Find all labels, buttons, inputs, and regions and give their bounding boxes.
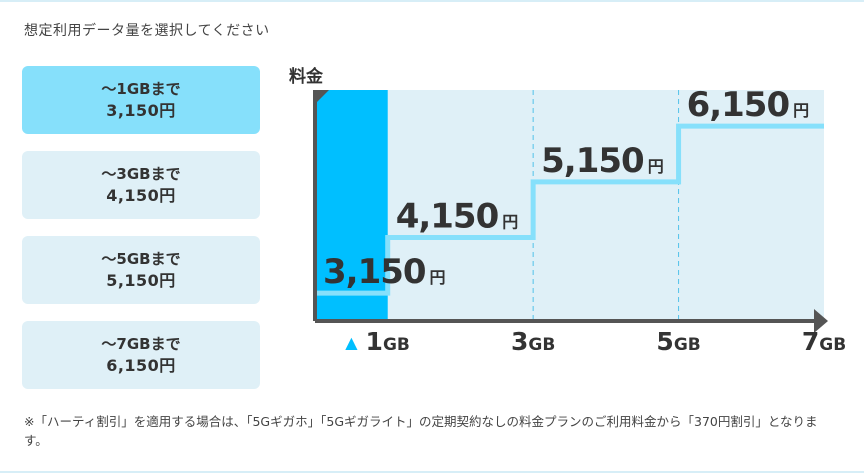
selection-marker-icon: ▲	[345, 333, 358, 352]
plan-price: 3,150円	[106, 101, 176, 120]
price-data-label: 3,150 円	[323, 252, 446, 292]
discount-note: ※「ハーティ割引」を適用する場合は、「5Gギガホ」「5Gギガライト」の定期契約な…	[24, 414, 818, 448]
plan-price: 4,150円	[106, 186, 176, 205]
selected-range-bar	[315, 90, 388, 321]
plan-button-5gb[interactable]: ～5GBまで 5,150円	[22, 236, 260, 304]
price-data-label: 5,150 円	[541, 141, 664, 181]
plan-button-3gb[interactable]: ～3GBまで 4,150円	[22, 151, 260, 219]
y-axis-label: 料金	[289, 66, 324, 87]
price-data-label: 6,150 円	[687, 85, 810, 125]
price-step-line	[315, 123, 824, 296]
plan-price: 6,150円	[106, 356, 176, 375]
plan-name: ～1GBまで	[101, 80, 181, 98]
bottom-divider	[0, 471, 864, 473]
top-divider	[0, 0, 864, 2]
page-heading: 想定利用データ量を選択してください	[24, 23, 270, 39]
x-tick-label: 7GB	[802, 327, 846, 356]
x-tick-label: 5GB	[656, 327, 700, 356]
plan-name: ～3GBまで	[101, 165, 181, 183]
x-tick-label: 1GB	[366, 327, 410, 356]
price-data-label: 4,150 円	[396, 197, 519, 237]
x-axis-arrow	[814, 309, 828, 333]
y-axis-arrow	[313, 90, 329, 106]
plan-button-1gb[interactable]: ～1GBまで 3,150円	[22, 66, 260, 134]
plan-name: ～5GBまで	[101, 250, 181, 268]
plan-name: ～7GBまで	[101, 335, 181, 353]
plan-price: 5,150円	[106, 271, 176, 290]
plan-button-7gb[interactable]: ～7GBまで 6,150円	[22, 321, 260, 389]
x-tick-label: 3GB	[511, 327, 555, 356]
